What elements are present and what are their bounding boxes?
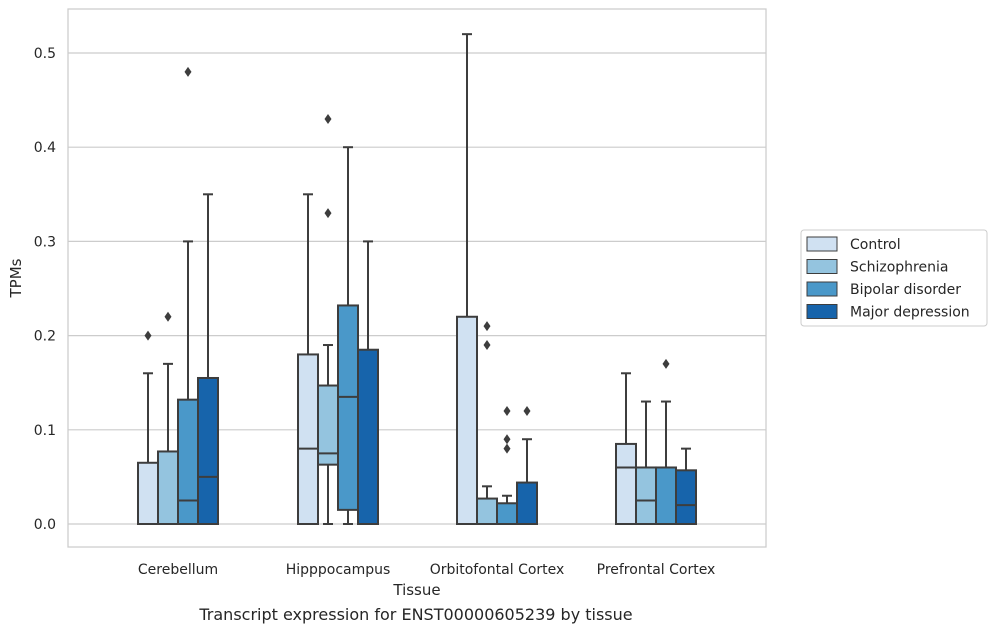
- box: [516, 481, 538, 525]
- outlier-point: [503, 443, 511, 454]
- legend-label: Control: [850, 237, 901, 253]
- y-tick-label: 0.1: [34, 423, 56, 439]
- box-group: [297, 193, 319, 525]
- outlier-point: [164, 311, 172, 322]
- y-tick-label: 0.2: [34, 329, 56, 345]
- box: [337, 304, 359, 511]
- box: [197, 376, 219, 525]
- y-tick-label: 0.4: [34, 140, 56, 156]
- legend-label: Bipolar disorder: [850, 282, 961, 298]
- box: [137, 461, 159, 525]
- box: [297, 353, 319, 525]
- y-tick-label: 0.3: [34, 234, 56, 250]
- box: [476, 497, 498, 526]
- box: [456, 315, 478, 526]
- x-tick-label: Orbitofontal Cortex: [430, 562, 565, 578]
- y-tick-label: 0.0: [34, 517, 56, 533]
- outlier-point: [483, 340, 491, 351]
- legend-swatch: [806, 236, 838, 252]
- y-axis-label: TPMs: [7, 258, 25, 298]
- box-group: [635, 400, 657, 526]
- outlier-point: [184, 66, 192, 77]
- box-layer: [137, 33, 697, 526]
- box-group: [615, 372, 637, 525]
- box-group: [476, 321, 498, 526]
- legend-items: Control Schizophrenia Bipolar disorder Majo…: [806, 236, 970, 321]
- x-tick-labels: Cerebellum Hipppocampus Orbitofontal Corte…: [138, 562, 715, 578]
- box-group: [655, 358, 677, 526]
- legend-frame: [800, 229, 988, 327]
- box: [357, 348, 379, 526]
- box: [615, 442, 637, 525]
- x-tick-label: Cerebellum: [138, 562, 218, 578]
- x-tick-label: Prefrontal Cortex: [597, 562, 716, 578]
- box-group: [516, 405, 538, 525]
- box-group: [675, 447, 697, 525]
- box-group: [177, 66, 199, 526]
- y-tick-label: 0.5: [34, 46, 56, 62]
- x-tick-label: Hipppocampus: [286, 562, 391, 578]
- legend-label: Major depression: [850, 305, 970, 321]
- box-group: [456, 33, 478, 526]
- box: [496, 502, 518, 525]
- box: [655, 466, 677, 526]
- box-group: [197, 193, 219, 525]
- outlier-point: [144, 330, 152, 341]
- box-group: [157, 311, 179, 525]
- outlier-point: [503, 434, 511, 445]
- x-axis-label: Tissue: [392, 581, 440, 599]
- box: [177, 398, 199, 526]
- y-tick-labels: 0.0 0.1 0.2 0.3 0.4 0.5: [34, 46, 56, 533]
- legend-swatch: [806, 304, 838, 319]
- box-group: [137, 330, 159, 525]
- plot-frame: [67, 8, 767, 548]
- legend-swatch: [806, 259, 838, 274]
- outlier-point: [523, 405, 531, 416]
- outlier-point: [324, 208, 332, 219]
- box: [675, 469, 697, 525]
- box-group: [317, 113, 339, 525]
- figure-caption: Transcript expression for ENST0000060523…: [199, 605, 633, 624]
- legend: Control Schizophrenia Bipolar disorder Majo…: [800, 229, 988, 327]
- outlier-point: [483, 321, 491, 332]
- outlier-point: [503, 405, 511, 416]
- box-group: [496, 405, 518, 525]
- box-group: [337, 146, 359, 525]
- outlier-point: [324, 113, 332, 124]
- box: [157, 450, 179, 525]
- outlier-point: [662, 358, 670, 369]
- box: [635, 466, 657, 526]
- legend-swatch: [806, 281, 838, 297]
- legend-label: Schizophrenia: [850, 260, 948, 276]
- box-group: [357, 240, 379, 526]
